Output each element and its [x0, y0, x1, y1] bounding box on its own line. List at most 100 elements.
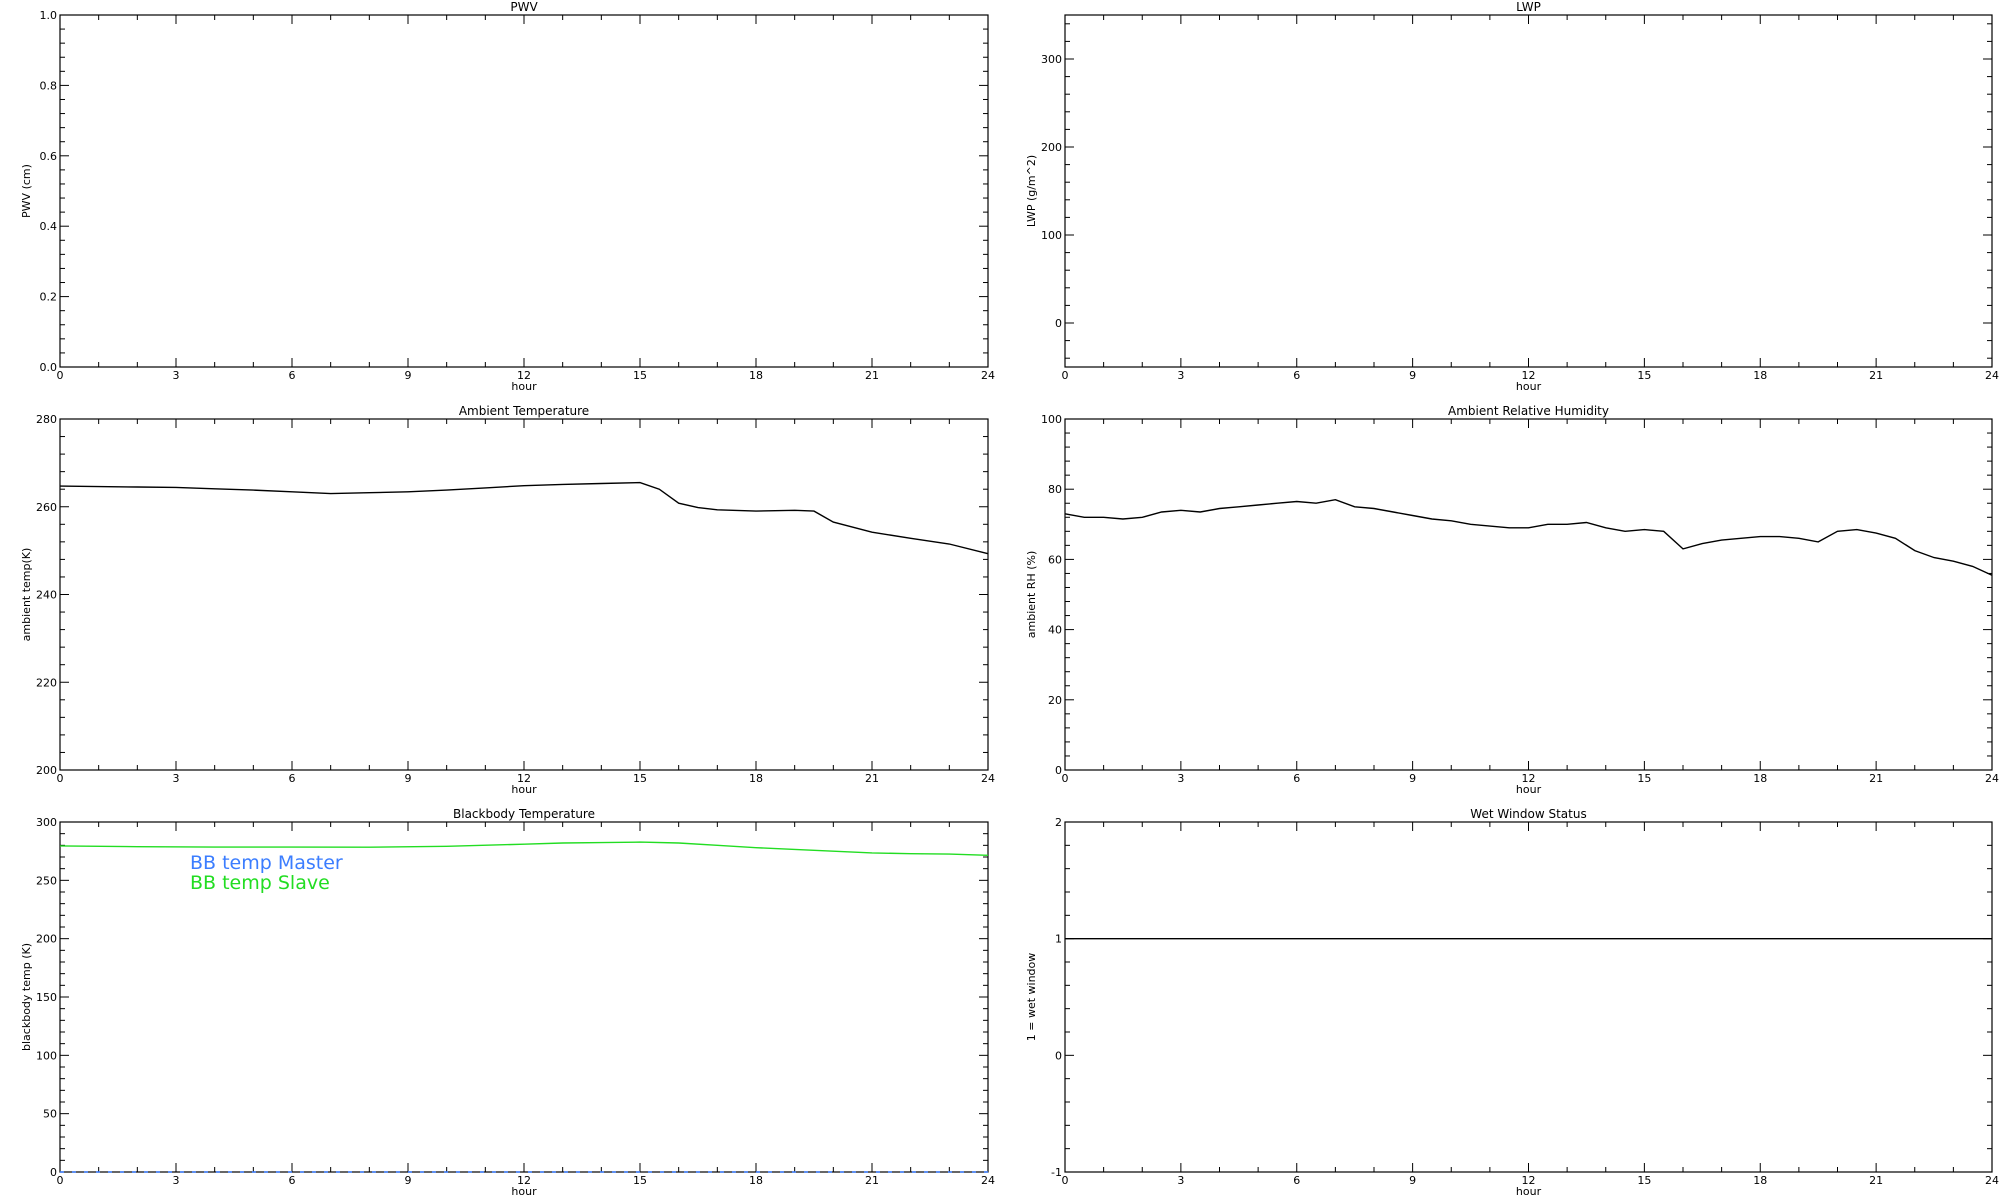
- plot-frame: [1064, 418, 1993, 771]
- y-tick-label: 200: [36, 764, 57, 777]
- x-tick-label: 24: [1985, 369, 1999, 382]
- x-tick-label: 15: [1637, 369, 1651, 382]
- x-tick-label: 3: [1177, 772, 1184, 785]
- x-tick-label: 18: [1753, 369, 1767, 382]
- x-tick-label: 12: [1522, 369, 1536, 382]
- x-tick-label: 9: [405, 1174, 412, 1187]
- x-tick-label: 6: [289, 1174, 296, 1187]
- x-tick-label: 3: [1177, 1174, 1184, 1187]
- x-tick-label: 24: [981, 1174, 995, 1187]
- y-axis-label: ambient temp(K): [20, 548, 33, 642]
- y-tick-label: 0: [1055, 1049, 1062, 1062]
- x-tick-label: 18: [749, 369, 763, 382]
- x-tick-label: 6: [1293, 369, 1300, 382]
- x-axis-label: hour: [1516, 380, 1542, 393]
- chart-title: Ambient Relative Humidity: [1448, 404, 1609, 418]
- y-tick-label: 0: [50, 1166, 57, 1179]
- chart-title: Blackbody Temperature: [453, 807, 595, 821]
- legend-entry: BB temp Slave: [190, 872, 330, 894]
- y-tick-label: 220: [36, 676, 57, 689]
- x-tick-label: 18: [749, 772, 763, 785]
- y-tick-label: 0.8: [40, 79, 58, 92]
- y-tick-label: 0: [1055, 764, 1062, 777]
- y-tick-label: 280: [36, 413, 57, 426]
- x-tick-label: 24: [981, 772, 995, 785]
- chart-panel-3: Ambient Relative Humidity hour ambient RH …: [1025, 404, 1999, 796]
- x-tick-label: 9: [405, 369, 412, 382]
- x-tick-label: 12: [1522, 772, 1536, 785]
- x-axis-label: hour: [511, 1185, 537, 1198]
- x-tick-label: 21: [1869, 369, 1883, 382]
- x-tick-label: 9: [1409, 772, 1416, 785]
- y-tick-label: -1: [1051, 1166, 1062, 1179]
- x-tick-label: 18: [749, 1174, 763, 1187]
- y-tick-label: 60: [1048, 553, 1062, 566]
- x-axis-label: hour: [1516, 1185, 1542, 1198]
- x-tick-label: 21: [865, 1174, 879, 1187]
- x-tick-label: 21: [1869, 772, 1883, 785]
- plot-frame: [59, 418, 989, 771]
- x-tick-label: 9: [1409, 1174, 1416, 1187]
- y-axis-label: ambient RH (%): [1025, 551, 1038, 639]
- y-tick-label: 2: [1055, 816, 1062, 829]
- series-line-0: [59, 481, 989, 555]
- x-tick-label: 21: [865, 772, 879, 785]
- legend-entry: BB temp Master: [190, 852, 343, 874]
- x-tick-label: 12: [517, 369, 531, 382]
- x-tick-label: 24: [981, 369, 995, 382]
- y-tick-label: 0.4: [40, 220, 58, 233]
- x-tick-label: 15: [633, 369, 647, 382]
- y-tick-label: 0.6: [40, 150, 58, 163]
- x-tick-label: 3: [1177, 369, 1184, 382]
- chart-title: Wet Window Status: [1470, 807, 1586, 821]
- y-tick-label: 240: [36, 589, 57, 602]
- x-tick-label: 0: [1062, 369, 1069, 382]
- y-tick-label: 1: [1055, 933, 1062, 946]
- x-tick-label: 0: [57, 1174, 64, 1187]
- y-tick-label: 0.0: [40, 361, 58, 374]
- chart-panel-5: Wet Window Status hour 1 = wet window 0 3 6 9 1…: [1025, 807, 1999, 1198]
- x-tick-label: 24: [1985, 1174, 1999, 1187]
- x-tick-label: 21: [1869, 1174, 1883, 1187]
- y-tick-label: 100: [1041, 413, 1062, 426]
- x-tick-label: 6: [1293, 1174, 1300, 1187]
- plot-frame: [1064, 14, 1993, 368]
- x-tick-label: 12: [517, 772, 531, 785]
- y-axis-label: 1 = wet window: [1025, 953, 1038, 1042]
- x-tick-label: 0: [1062, 772, 1069, 785]
- x-tick-label: 21: [865, 369, 879, 382]
- y-tick-label: 250: [36, 874, 57, 887]
- y-tick-label: 300: [1041, 53, 1062, 66]
- y-tick-label: 300: [36, 816, 57, 829]
- y-tick-label: 200: [36, 933, 57, 946]
- x-tick-label: 3: [173, 1174, 180, 1187]
- x-tick-label: 18: [1753, 1174, 1767, 1187]
- plot-frame: [1064, 821, 1993, 1173]
- x-tick-label: 9: [405, 772, 412, 785]
- y-tick-label: 80: [1048, 483, 1062, 496]
- x-tick-label: 3: [173, 772, 180, 785]
- chart-title: PWV: [510, 0, 538, 14]
- chart-panel-0: PWV hour PWV (cm) 0 3 6 9 12 15 18 21 24 0.0 0.2 0.4 0.…: [20, 0, 995, 393]
- y-tick-label: 100: [36, 1049, 57, 1062]
- x-tick-label: 15: [633, 1174, 647, 1187]
- x-tick-label: 9: [1409, 369, 1416, 382]
- y-tick-label: 1.0: [40, 9, 58, 22]
- y-axis-label: PWV (cm): [20, 164, 33, 218]
- x-axis-label: hour: [1516, 783, 1542, 796]
- y-tick-label: 40: [1048, 624, 1062, 637]
- chart-panel-4: Blackbody Temperature hour blackbody temp …: [20, 807, 995, 1198]
- x-tick-label: 12: [517, 1174, 531, 1187]
- series-line-0: [1064, 498, 1993, 576]
- x-tick-label: 18: [1753, 772, 1767, 785]
- y-tick-label: 150: [36, 991, 57, 1004]
- x-tick-label: 0: [57, 772, 64, 785]
- x-tick-label: 15: [1637, 772, 1651, 785]
- x-tick-label: 15: [633, 772, 647, 785]
- x-tick-label: 0: [57, 369, 64, 382]
- x-axis-label: hour: [511, 380, 537, 393]
- x-tick-label: 6: [289, 772, 296, 785]
- series-line-1: [59, 841, 989, 856]
- x-tick-label: 15: [1637, 1174, 1651, 1187]
